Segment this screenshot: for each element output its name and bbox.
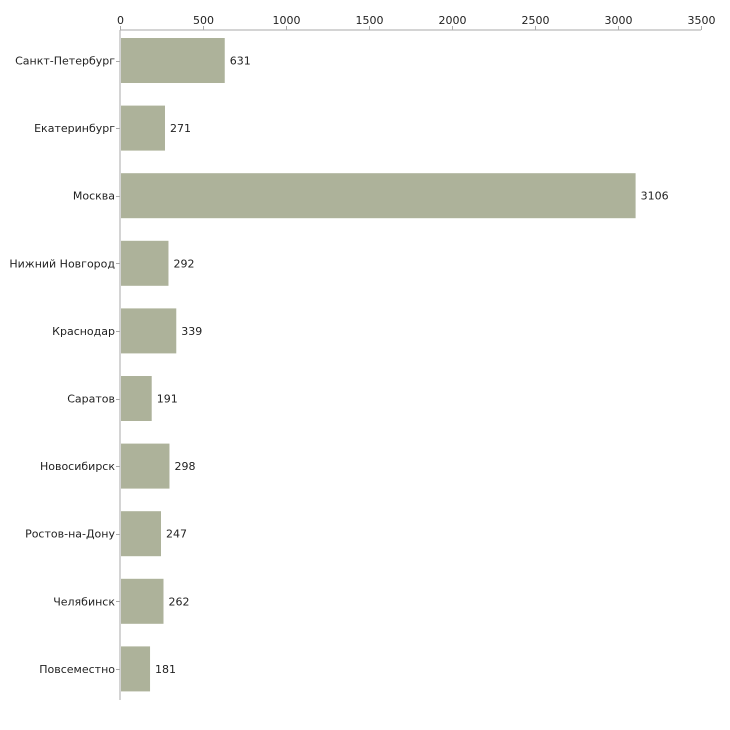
category-label: Ростов-на-Дону	[25, 528, 115, 541]
category-label: Санкт-Петербург	[15, 55, 115, 68]
x-tick-label: 1500	[356, 14, 384, 27]
labels: Санкт-Петербург 631 Екатеринбург 271 Москва 3…	[9, 55, 668, 676]
bar	[121, 240, 169, 286]
category-label: Нижний Новгород	[9, 257, 115, 270]
value-label: 298	[174, 460, 195, 473]
bar	[121, 443, 170, 489]
x-tick-label: 3000	[605, 14, 633, 27]
value-label: 262	[168, 595, 189, 608]
category-label: Екатеринбург	[34, 122, 115, 135]
bar	[121, 646, 151, 692]
category-label: Повсеместно	[39, 663, 115, 676]
bar	[121, 105, 165, 151]
value-label: 247	[166, 528, 187, 541]
bar	[121, 376, 152, 421]
value-label: 292	[173, 257, 194, 270]
value-label: 631	[230, 55, 251, 68]
bar	[121, 511, 162, 557]
category-label: Новосибирск	[40, 460, 115, 473]
bar	[121, 173, 636, 219]
x-tick-label: 2500	[522, 14, 550, 27]
bar	[121, 578, 164, 624]
value-label: 181	[155, 663, 176, 676]
x-tick-label: 500	[193, 14, 214, 27]
x-tick-label: 3500	[688, 14, 716, 27]
x-tick-label: 0	[117, 14, 124, 27]
category-label: Москва	[73, 190, 115, 203]
category-label: Челябинск	[53, 595, 115, 608]
bar	[121, 308, 177, 354]
bar	[121, 38, 225, 83]
category-label: Саратов	[67, 393, 115, 406]
bars	[121, 38, 636, 692]
value-label: 271	[170, 122, 191, 135]
category-label: Краснодар	[52, 325, 115, 338]
x-tick-label: 2000	[439, 14, 467, 27]
x-axis: 0 500 1000 1500 2000 2500 3000 3500	[116, 14, 716, 700]
value-label: 3106	[641, 190, 669, 203]
x-tick-label: 1000	[273, 14, 301, 27]
value-label: 191	[157, 393, 178, 406]
value-label: 339	[181, 325, 202, 338]
